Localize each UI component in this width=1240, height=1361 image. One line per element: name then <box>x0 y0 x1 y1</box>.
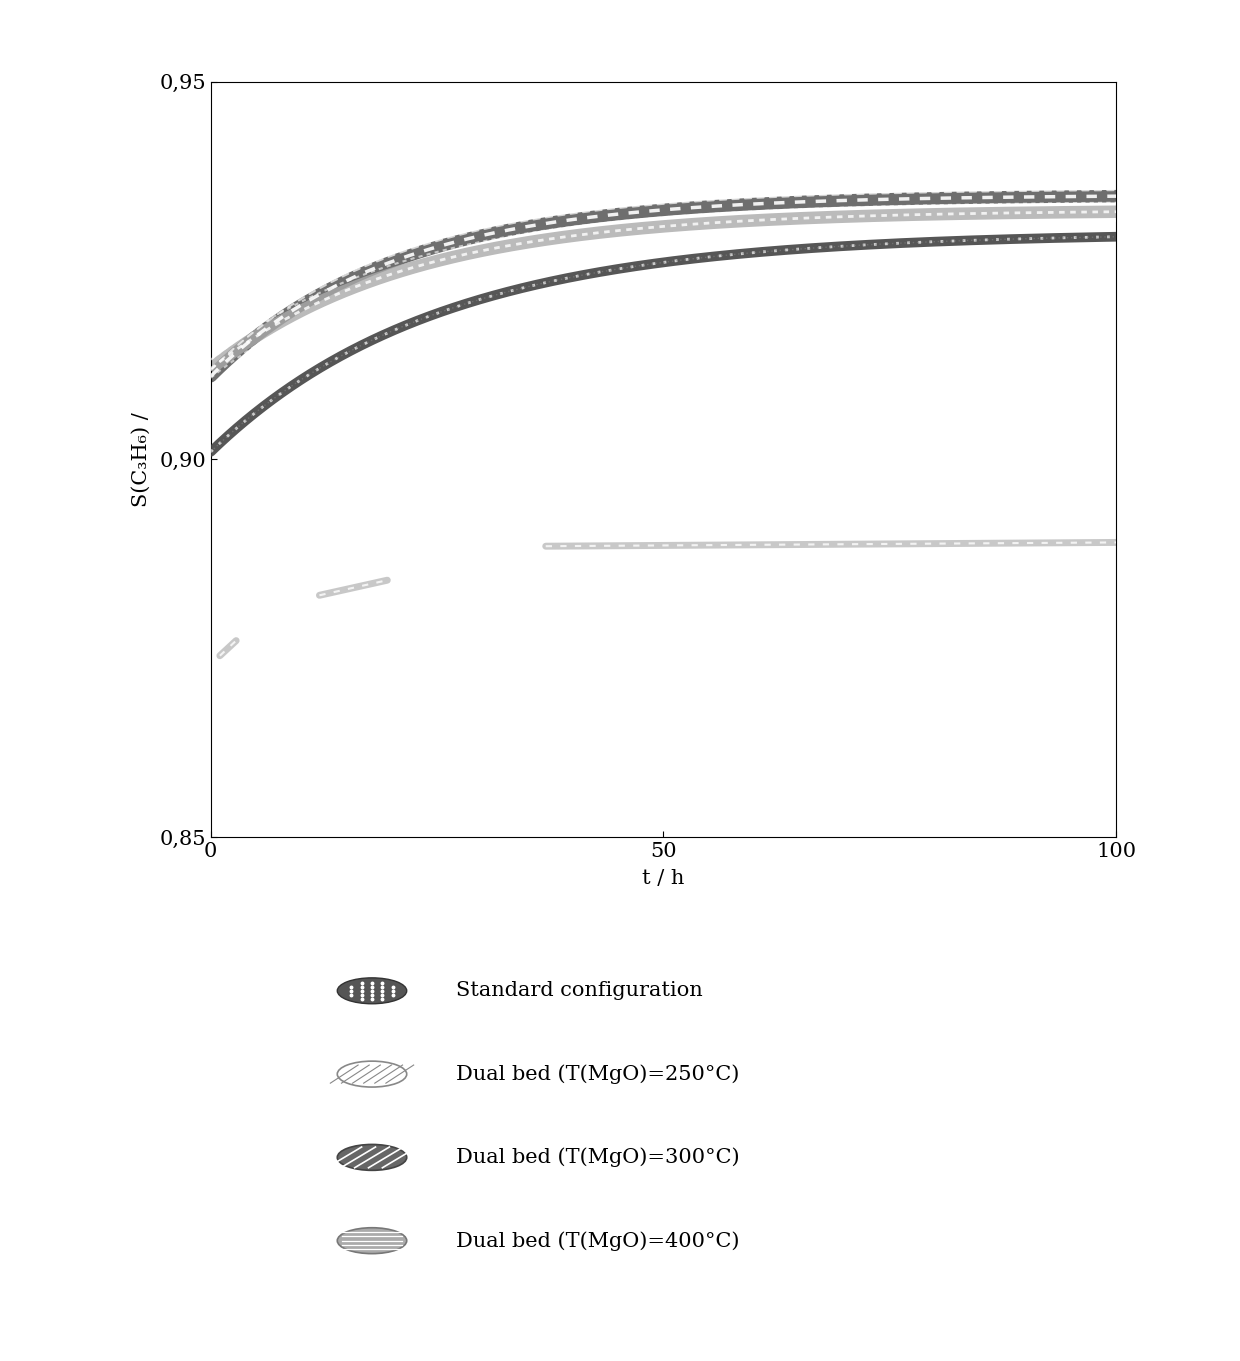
Circle shape <box>337 1145 407 1170</box>
Y-axis label: S(C₃H₆) /: S(C₃H₆) / <box>131 412 151 506</box>
X-axis label: t / h: t / h <box>642 870 684 889</box>
Text: Dual bed (T(MgO)=300°C): Dual bed (T(MgO)=300°C) <box>456 1147 740 1168</box>
Circle shape <box>337 1228 407 1253</box>
Text: Dual bed (T(MgO)=250°C): Dual bed (T(MgO)=250°C) <box>456 1064 740 1083</box>
Circle shape <box>337 1062 407 1087</box>
Text: Dual bed (T(MgO)=400°C): Dual bed (T(MgO)=400°C) <box>456 1230 740 1251</box>
Text: Standard configuration: Standard configuration <box>456 981 703 1000</box>
Circle shape <box>337 977 407 1004</box>
